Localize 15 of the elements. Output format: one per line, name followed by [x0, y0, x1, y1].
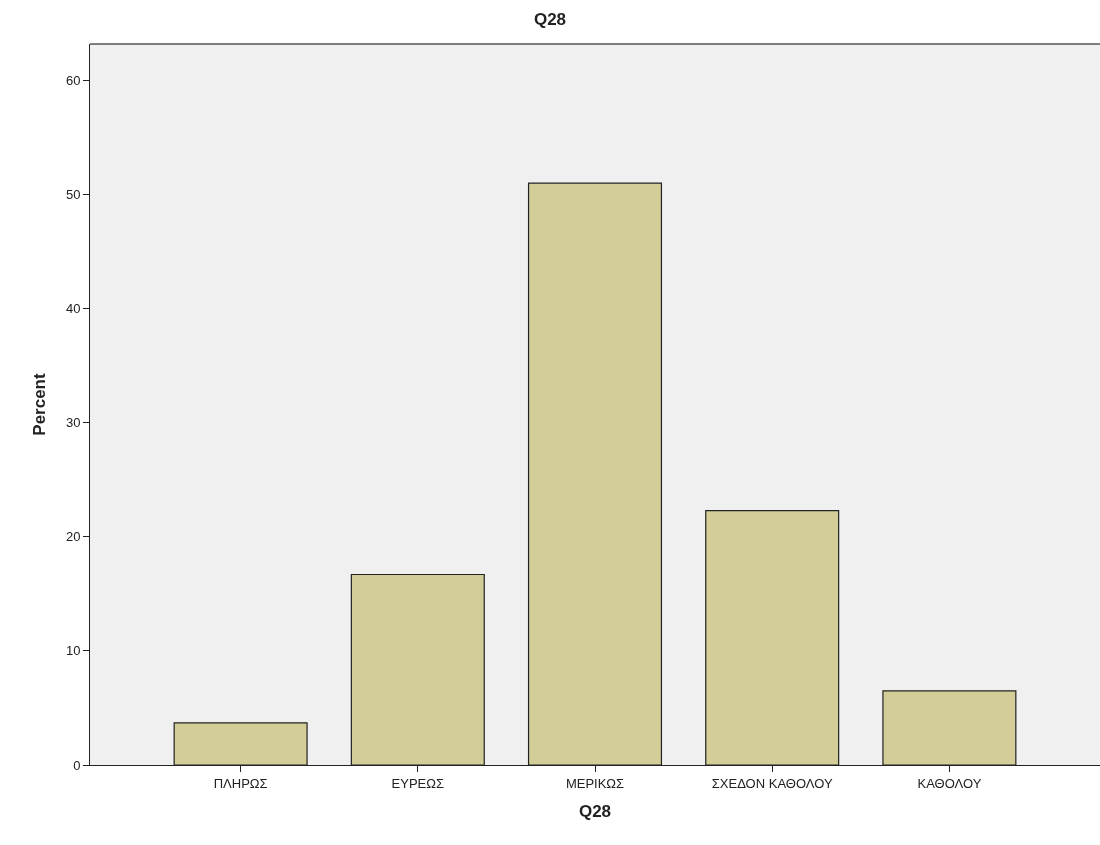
- x-tick-label: ΚΑΘΟΛΟΥ: [917, 775, 982, 791]
- y-tick-label: 60: [65, 73, 81, 89]
- y-tick-label: 30: [65, 415, 81, 431]
- x-axis-title: Q28: [578, 802, 612, 821]
- x-tick-label: ΜΕΡΙΚΩΣ: [565, 775, 625, 791]
- y-tick-label: 0: [73, 757, 81, 773]
- y-axis-title: Percent: [30, 372, 50, 436]
- x-tick-label: ΕΥΡΕΩΣ: [391, 775, 445, 791]
- x-tick-label: ΣΧΕΔΟΝ ΚΑΘΟΛΟΥ: [711, 775, 833, 791]
- y-tick-label: 20: [65, 529, 81, 545]
- y-tick-label: 40: [65, 301, 81, 317]
- y-tick-label: 50: [65, 187, 81, 203]
- chart-title: Q28: [533, 9, 567, 29]
- x-tick-label: ΠΛΗΡΩΣ: [213, 775, 268, 791]
- y-tick-label: 10: [65, 643, 81, 659]
